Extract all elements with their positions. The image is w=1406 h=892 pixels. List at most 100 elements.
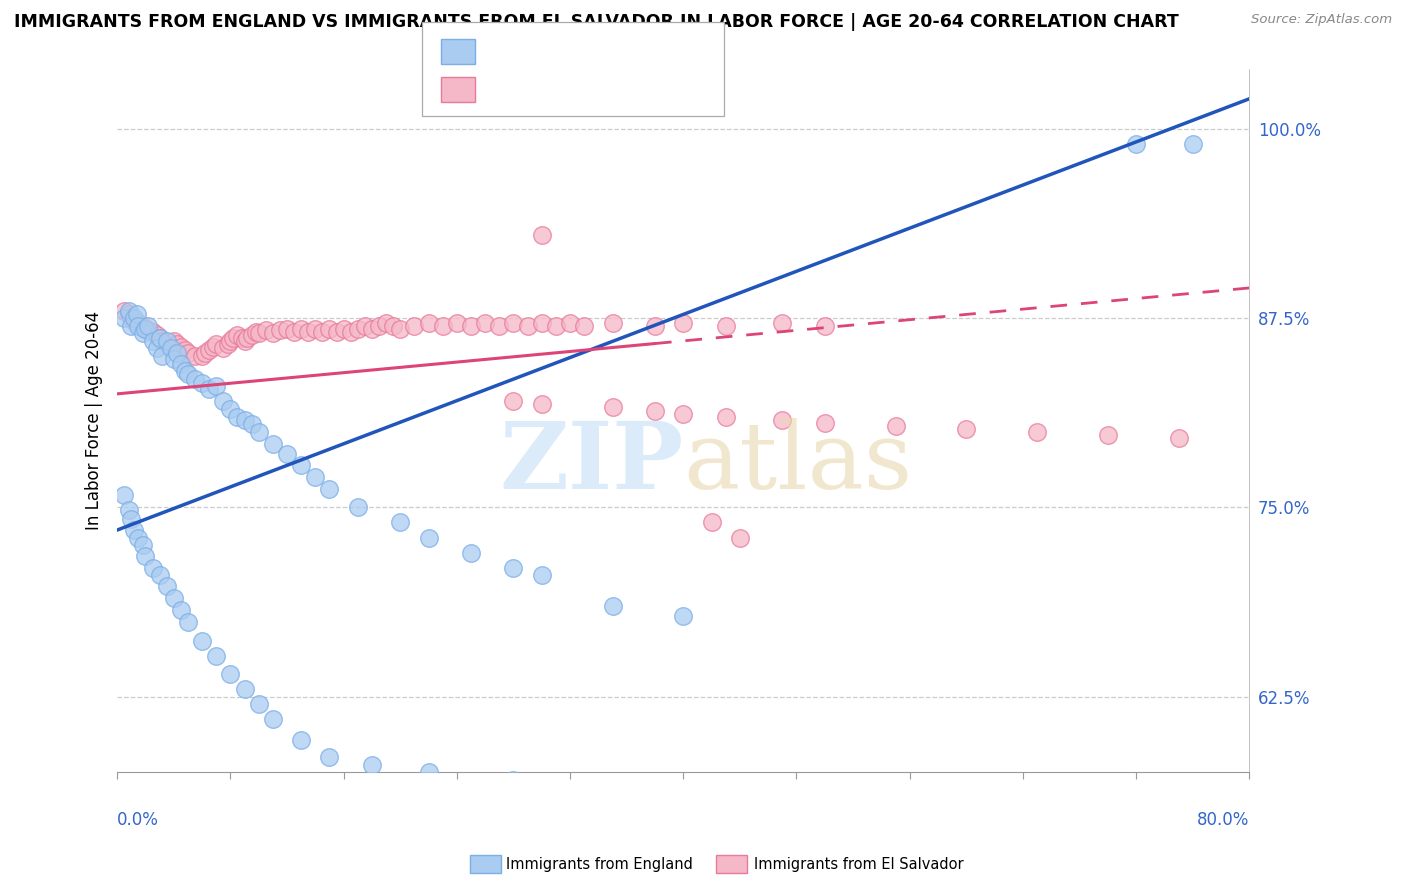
Point: [276, 322, 298, 336]
Point: [191, 633, 214, 648]
Point: [488, 318, 510, 333]
Point: [166, 346, 188, 360]
Point: [304, 470, 326, 484]
Text: Immigrants from El Salvador: Immigrants from El Salvador: [754, 857, 963, 871]
Point: [318, 322, 340, 336]
Point: [127, 531, 149, 545]
Point: [814, 416, 837, 430]
Point: [418, 316, 440, 330]
Point: [404, 318, 426, 333]
Point: [117, 303, 139, 318]
Point: [122, 311, 145, 326]
Point: [146, 327, 169, 342]
Point: [202, 340, 225, 354]
Point: [233, 334, 256, 348]
Point: [152, 349, 174, 363]
Point: [219, 402, 242, 417]
Point: [233, 412, 256, 426]
Point: [318, 482, 340, 496]
Point: [170, 603, 193, 617]
Point: [134, 322, 156, 336]
Point: [134, 322, 156, 336]
Point: [474, 316, 496, 330]
Point: [672, 407, 695, 421]
Point: [134, 549, 156, 563]
Point: [226, 327, 249, 342]
Point: [644, 403, 666, 417]
Point: [700, 516, 723, 530]
Point: [544, 318, 567, 333]
Point: [222, 331, 245, 345]
Point: [418, 765, 440, 780]
Point: [269, 323, 291, 337]
Point: [770, 316, 793, 330]
Point: [191, 349, 214, 363]
Point: [516, 318, 538, 333]
Point: [247, 697, 270, 711]
Point: [170, 357, 193, 371]
Point: [117, 503, 139, 517]
Point: [142, 334, 165, 348]
Point: [236, 331, 259, 345]
Point: [262, 326, 284, 341]
Point: [160, 340, 183, 354]
Point: [602, 401, 624, 415]
Point: [262, 712, 284, 726]
Point: [217, 337, 239, 351]
Point: [1167, 431, 1189, 445]
Point: [290, 458, 312, 472]
Point: [205, 379, 228, 393]
Point: [131, 538, 153, 552]
Point: [558, 316, 581, 330]
Point: [1181, 137, 1204, 152]
Point: [346, 500, 368, 515]
Point: [530, 227, 553, 242]
Point: [122, 523, 145, 537]
Text: 80.0%: 80.0%: [1197, 811, 1250, 829]
Point: [184, 349, 207, 363]
Text: IMMIGRANTS FROM ENGLAND VS IMMIGRANTS FROM EL SALVADOR IN LABOR FORCE | AGE 20-6: IMMIGRANTS FROM ENGLAND VS IMMIGRANTS FR…: [14, 13, 1178, 31]
Point: [361, 322, 384, 336]
Point: [382, 318, 405, 333]
Point: [1026, 425, 1049, 439]
Point: [346, 322, 368, 336]
Point: [174, 364, 197, 378]
Point: [714, 318, 737, 333]
Point: [120, 318, 142, 333]
Text: ZIP: ZIP: [499, 417, 683, 508]
Point: [163, 591, 186, 606]
Point: [389, 516, 412, 530]
Point: [149, 331, 172, 345]
Point: [198, 382, 221, 396]
Point: [136, 323, 159, 337]
Point: [247, 425, 270, 439]
Point: [160, 342, 183, 356]
Point: [672, 316, 695, 330]
Point: [672, 609, 695, 624]
Point: [245, 325, 267, 339]
Point: [955, 422, 977, 436]
Point: [112, 311, 135, 326]
Point: [156, 334, 179, 348]
Point: [219, 666, 242, 681]
Point: [502, 561, 524, 575]
Point: [125, 307, 148, 321]
Point: [247, 326, 270, 341]
Point: [120, 311, 142, 326]
Point: [177, 346, 200, 360]
Point: [602, 316, 624, 330]
Point: [240, 327, 263, 342]
Point: [127, 318, 149, 333]
Point: [240, 417, 263, 431]
Point: [163, 352, 186, 367]
Point: [502, 394, 524, 409]
Point: [318, 750, 340, 764]
Point: [339, 325, 361, 339]
Point: [117, 307, 139, 321]
Point: [574, 318, 596, 333]
Point: [152, 334, 174, 348]
Point: [177, 367, 200, 381]
Point: [170, 340, 193, 354]
Point: [304, 322, 326, 336]
Point: [1097, 427, 1119, 442]
